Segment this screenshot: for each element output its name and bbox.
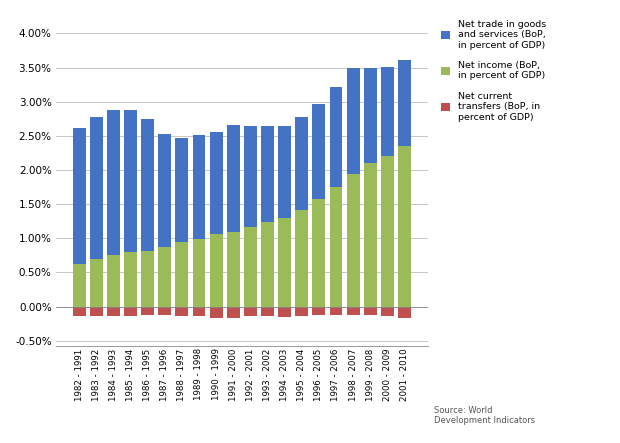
- Bar: [381, 155, 394, 307]
- Bar: [244, 126, 257, 227]
- Bar: [330, 307, 342, 315]
- Bar: [124, 252, 137, 307]
- Bar: [73, 264, 86, 307]
- Bar: [312, 307, 326, 315]
- Bar: [141, 251, 154, 307]
- Bar: [227, 307, 240, 318]
- Bar: [193, 135, 205, 239]
- Bar: [227, 125, 240, 232]
- Bar: [141, 307, 154, 315]
- Bar: [244, 307, 257, 316]
- Bar: [261, 307, 274, 316]
- Bar: [364, 307, 376, 315]
- Bar: [193, 239, 205, 307]
- Bar: [175, 307, 188, 316]
- Bar: [295, 210, 308, 307]
- Bar: [278, 307, 291, 317]
- Bar: [73, 307, 86, 316]
- Bar: [278, 218, 291, 307]
- Bar: [158, 134, 171, 247]
- Bar: [90, 259, 103, 307]
- Bar: [227, 232, 240, 307]
- Bar: [175, 138, 188, 242]
- Bar: [295, 117, 308, 210]
- Bar: [73, 128, 86, 264]
- Bar: [312, 105, 326, 199]
- Bar: [261, 126, 274, 222]
- Bar: [295, 307, 308, 316]
- Bar: [398, 146, 411, 307]
- Bar: [312, 199, 326, 307]
- Bar: [193, 307, 205, 316]
- Bar: [175, 242, 188, 307]
- Bar: [124, 110, 137, 252]
- Bar: [381, 307, 394, 316]
- Bar: [278, 126, 291, 218]
- Bar: [141, 119, 154, 251]
- Bar: [330, 187, 342, 307]
- Text: Source: World
Development Indicators: Source: World Development Indicators: [434, 406, 535, 425]
- Bar: [90, 117, 103, 259]
- Bar: [210, 132, 223, 234]
- Bar: [364, 163, 376, 307]
- Bar: [107, 110, 120, 255]
- Bar: [90, 307, 103, 316]
- Bar: [347, 68, 360, 174]
- Bar: [398, 60, 411, 146]
- Bar: [158, 307, 171, 315]
- Bar: [210, 234, 223, 307]
- Bar: [158, 247, 171, 307]
- Bar: [330, 87, 342, 187]
- Bar: [244, 227, 257, 307]
- Bar: [124, 307, 137, 316]
- Bar: [381, 67, 394, 155]
- Bar: [107, 307, 120, 316]
- Bar: [398, 307, 411, 318]
- Bar: [210, 307, 223, 318]
- Bar: [364, 68, 376, 163]
- Bar: [347, 307, 360, 315]
- Bar: [347, 174, 360, 307]
- Bar: [107, 255, 120, 307]
- Bar: [261, 222, 274, 307]
- Legend: Net trade in goods
and services (BoP,
in percent of GDP), Net income (BoP,
in pe: Net trade in goods and services (BoP, in…: [439, 18, 547, 124]
